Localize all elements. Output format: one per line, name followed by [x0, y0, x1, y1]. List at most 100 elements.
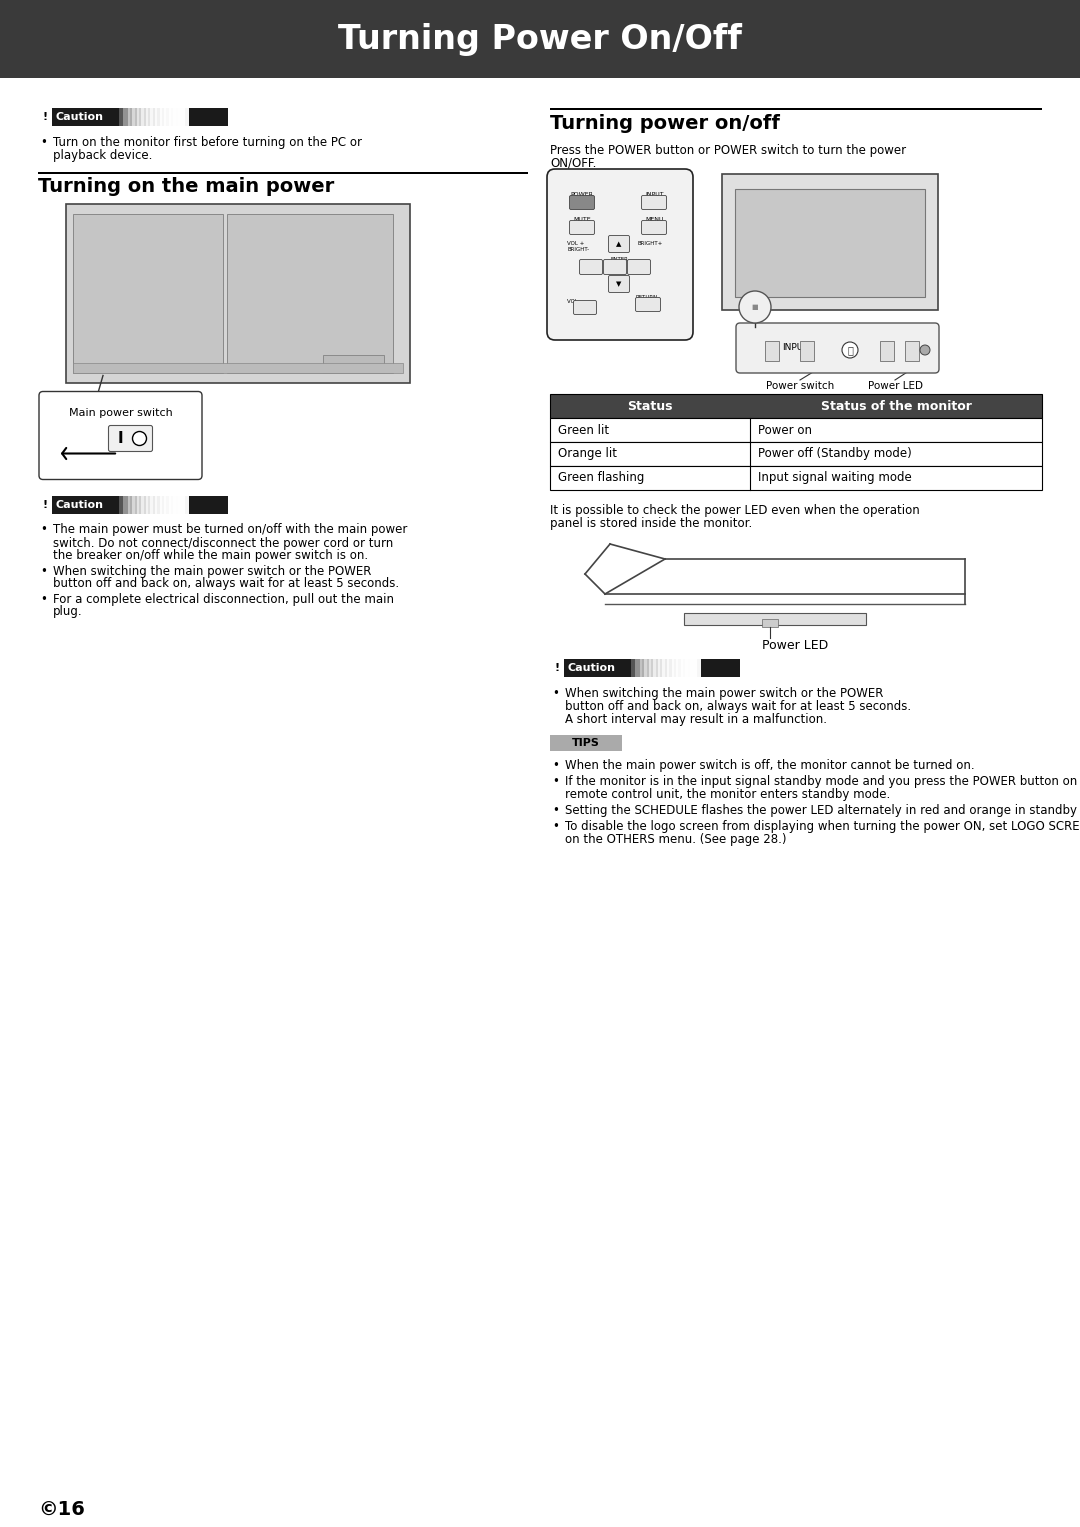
Text: Press the POWER button or POWER switch to turn the power: Press the POWER button or POWER switch t… [550, 144, 906, 157]
Text: ©16: ©16 [38, 1500, 85, 1519]
Text: Power LED: Power LED [867, 382, 922, 391]
Bar [156, 108, 166, 127]
Bar [550, 660, 740, 676]
Bar [550, 394, 1042, 418]
Text: The main power must be turned on/off with the main power: The main power must be turned on/off wit… [53, 524, 407, 536]
Text: Status: Status [627, 400, 673, 412]
Bar [880, 341, 894, 360]
Text: •: • [552, 687, 558, 699]
Text: •: • [40, 136, 46, 150]
Text: •: • [552, 759, 558, 773]
Bar [114, 495, 125, 513]
Bar [150, 495, 162, 513]
Bar [635, 660, 647, 676]
Bar [141, 108, 152, 127]
Text: Power switch: Power switch [766, 382, 834, 391]
FancyBboxPatch shape [569, 220, 594, 235]
FancyBboxPatch shape [546, 169, 693, 341]
FancyBboxPatch shape [569, 195, 594, 209]
Bar [680, 660, 692, 676]
Bar [690, 660, 701, 676]
Point [959, 585, 972, 603]
Bar [141, 495, 152, 513]
Bar [676, 660, 688, 676]
Bar [168, 108, 180, 127]
Text: It is possible to check the power LED even when the operation: It is possible to check the power LED ev… [550, 504, 920, 518]
Bar [132, 108, 144, 127]
Bar [132, 495, 144, 513]
FancyBboxPatch shape [642, 195, 666, 209]
Text: Turning on the main power: Turning on the main power [38, 177, 334, 197]
FancyBboxPatch shape [635, 298, 661, 312]
Point [859, 609, 872, 628]
Line: 2 pts: 2 pts [610, 544, 665, 559]
Bar [686, 660, 697, 676]
Bar [631, 660, 642, 676]
Text: When switching the main power switch or the POWER: When switching the main power switch or … [53, 565, 372, 577]
FancyBboxPatch shape [642, 220, 666, 235]
Point [764, 618, 777, 637]
Text: For a complete electrical disconnection, pull out the main: For a complete electrical disconnection,… [53, 592, 394, 606]
Bar [227, 214, 393, 373]
Bar [137, 108, 148, 127]
Text: the breaker on/off while the main power switch is on.: the breaker on/off while the main power … [53, 550, 368, 562]
Point [748, 318, 761, 336]
Bar [550, 418, 1042, 441]
Text: on the OTHERS menu. (See page 28.): on the OTHERS menu. (See page 28.) [565, 834, 786, 846]
Text: VOL -: VOL - [567, 299, 582, 304]
Bar [762, 618, 778, 628]
Text: switch. Do not connect/disconnect the power cord or turn: switch. Do not connect/disconnect the po… [53, 536, 393, 550]
Text: ENTER: ENTER [610, 257, 627, 263]
Bar [645, 660, 656, 676]
Text: When the main power switch is off, the monitor cannot be turned on.: When the main power switch is off, the m… [565, 759, 974, 773]
Text: Main power switch: Main power switch [69, 408, 173, 417]
Point [598, 585, 611, 603]
FancyBboxPatch shape [723, 174, 939, 310]
Bar [173, 108, 185, 127]
Bar [765, 341, 779, 360]
FancyBboxPatch shape [573, 301, 596, 315]
Bar [550, 441, 1042, 466]
Bar [639, 660, 651, 676]
Text: BRIGHT-: BRIGHT- [567, 247, 589, 252]
Bar [672, 660, 683, 676]
Circle shape [920, 345, 930, 354]
Text: Caution: Caution [56, 111, 104, 122]
FancyBboxPatch shape [735, 324, 939, 373]
Line: 2 pts: 2 pts [895, 370, 912, 380]
Text: ▼: ▼ [617, 281, 622, 287]
FancyBboxPatch shape [684, 612, 866, 625]
Text: Power LED: Power LED [761, 638, 828, 652]
Text: MENU: MENU [646, 217, 664, 221]
Bar [119, 495, 130, 513]
Point [811, 360, 824, 379]
Bar [119, 108, 130, 127]
Bar [667, 660, 678, 676]
Text: ON/OFF.: ON/OFF. [550, 157, 596, 169]
Point [598, 596, 611, 614]
Bar [550, 108, 1042, 110]
Bar [550, 660, 564, 676]
Text: A short interval may result in a malfunction.: A short interval may result in a malfunc… [565, 713, 827, 725]
FancyBboxPatch shape [608, 275, 630, 293]
FancyBboxPatch shape [108, 426, 152, 452]
Text: POWER: POWER [570, 192, 593, 197]
Circle shape [739, 292, 771, 324]
Bar [178, 495, 189, 513]
Bar [73, 362, 403, 373]
Bar [160, 495, 171, 513]
Point [743, 432, 756, 450]
Bar [323, 354, 384, 373]
Text: •: • [552, 776, 558, 788]
Text: •: • [40, 565, 46, 577]
Text: VOL +: VOL + [567, 241, 584, 246]
Point [598, 585, 611, 603]
Bar [550, 466, 1042, 490]
Text: !: ! [42, 499, 48, 510]
Bar [150, 108, 162, 127]
Point [959, 596, 972, 614]
Bar [38, 108, 52, 127]
Line: 2 pts: 2 pts [605, 559, 665, 594]
Bar [127, 108, 139, 127]
Text: playback device.: playback device. [53, 150, 152, 162]
